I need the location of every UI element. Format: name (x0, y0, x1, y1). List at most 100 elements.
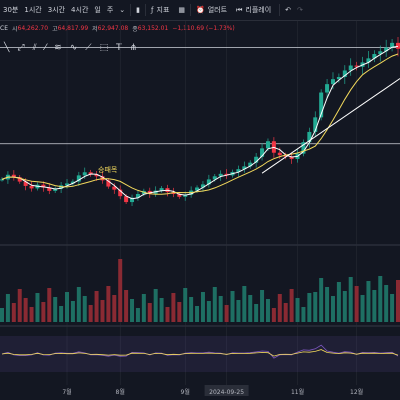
volume-bar (35, 293, 40, 322)
low-value: 62,947.08 (97, 24, 129, 32)
volume-bar (212, 287, 217, 322)
candles (0, 37, 400, 207)
volume-bar (336, 282, 341, 322)
drawing-tool-rect[interactable]: ⬚ (99, 43, 109, 53)
toolbar-divider (130, 4, 132, 16)
candle-body (366, 58, 371, 63)
undo-icon[interactable]: ↶ (285, 6, 292, 14)
drawing-tool-fan[interactable]: ⁄ (44, 43, 47, 53)
candle-body (218, 173, 223, 177)
volume-bars (0, 259, 400, 322)
drawing-tool-fib[interactable]: ≋ (54, 43, 62, 53)
candle-body (354, 65, 359, 67)
candle-body (11, 174, 16, 178)
volume-bar (11, 303, 16, 322)
redo-icon[interactable]: ↷ (297, 6, 303, 14)
indicator-icon[interactable]: ƒ 지표 (148, 5, 175, 15)
volume-bar (283, 303, 288, 322)
candle-body (336, 77, 341, 80)
volume-bar (53, 297, 58, 322)
drawing-tool-ray[interactable]: ⤢ (17, 43, 25, 53)
interval-1h[interactable]: 1시간 (24, 6, 42, 14)
volume-bar (23, 298, 28, 322)
candle-body (254, 156, 259, 163)
toolbar-divider (279, 4, 281, 16)
volume-bar (366, 281, 371, 322)
indicator-button[interactable]: 지표 (156, 6, 170, 14)
candle-body (396, 42, 400, 49)
candle-body (342, 70, 347, 77)
candle-body (147, 190, 152, 194)
candle-body (17, 177, 22, 182)
interval-1w[interactable]: 주 (106, 6, 114, 14)
ma-slow-line (1, 53, 399, 195)
interval-30m[interactable]: 30분 (3, 6, 19, 14)
chevron-down-icon[interactable]: ⌄ (119, 6, 126, 14)
volume-bar (130, 299, 135, 322)
volume-bar (159, 298, 164, 322)
candle-body (100, 176, 105, 181)
volume-bar (112, 295, 117, 322)
candle-body (283, 155, 288, 157)
candle-body (165, 188, 170, 193)
volume-bar (94, 291, 99, 322)
x-axis: 7월 8월 9월 2024-09-25 11월 12월 (62, 385, 363, 396)
drawing-tool-fork[interactable]: ⋔ (129, 43, 138, 53)
interval-1d[interactable]: 일 (94, 6, 101, 14)
drawing-tool-wave[interactable]: ∿ (69, 43, 78, 53)
x-tick-label: 8월 (116, 388, 125, 396)
alert-button[interactable]: 얼러트 (207, 6, 228, 14)
candle-body (65, 183, 70, 186)
candle-body (23, 181, 28, 186)
volume-bar (242, 286, 247, 322)
rsi-indicator (0, 336, 400, 372)
interval-4h[interactable]: 4시간 (71, 6, 89, 14)
open-value: 64,262.70 (17, 24, 49, 32)
volume-bar (372, 290, 377, 322)
ohlc-legend: CE 시 64,262.70 고 64,817.99 저 62,947.08 종 63,… (0, 22, 235, 34)
volume-bar (307, 293, 312, 322)
x-axis-cursor-bg (204, 385, 249, 396)
drawing-tool-path[interactable]: ⟋ (85, 43, 92, 53)
candle-body (29, 185, 34, 189)
candle-body (189, 190, 194, 195)
candle-body (70, 181, 75, 184)
candle-body (277, 152, 282, 156)
volume-bar (82, 296, 87, 322)
volume-bar (319, 278, 324, 322)
volume-bar (195, 306, 200, 322)
volume-bar (0, 308, 4, 322)
candle-body (360, 62, 365, 67)
toolbar-divider (190, 4, 192, 16)
volume-bar (271, 308, 276, 322)
alert-icon[interactable]: ⏰ 얼러트 (193, 5, 233, 15)
candle-body (248, 162, 253, 167)
drawing-tool-trendline[interactable]: ╲ (4, 43, 10, 53)
volume-bar (301, 307, 306, 322)
volume-bar (342, 291, 347, 322)
drawing-tool-channel[interactable]: ⫽ (32, 43, 37, 53)
volume-bar (360, 295, 365, 322)
volume-bar (17, 289, 22, 322)
replay-button[interactable]: 리플레이 (245, 6, 272, 14)
candle-body (195, 187, 200, 191)
drawing-tool-text[interactable]: T (116, 43, 122, 53)
interval-3h[interactable]: 3시간 (47, 6, 66, 14)
volume-bar (348, 277, 353, 322)
candle-body (171, 192, 176, 194)
candle-body (5, 174, 10, 180)
candle-body (260, 148, 265, 157)
x-tick-label: 12월 (350, 388, 363, 396)
candle-body (230, 171, 235, 176)
volume-bar (147, 303, 152, 322)
template-icon[interactable]: ▦ (178, 6, 186, 14)
replay-icon[interactable]: ⏮ 리플레이 (233, 5, 277, 15)
volume-bar (384, 285, 389, 322)
grid (0, 20, 400, 385)
high-value: 64,817.99 (57, 24, 89, 32)
candle-type-icon[interactable]: ▮ (136, 6, 141, 14)
x-tick-label: 9월 (181, 388, 190, 396)
candle-body (265, 141, 270, 149)
candle-body (106, 180, 111, 187)
